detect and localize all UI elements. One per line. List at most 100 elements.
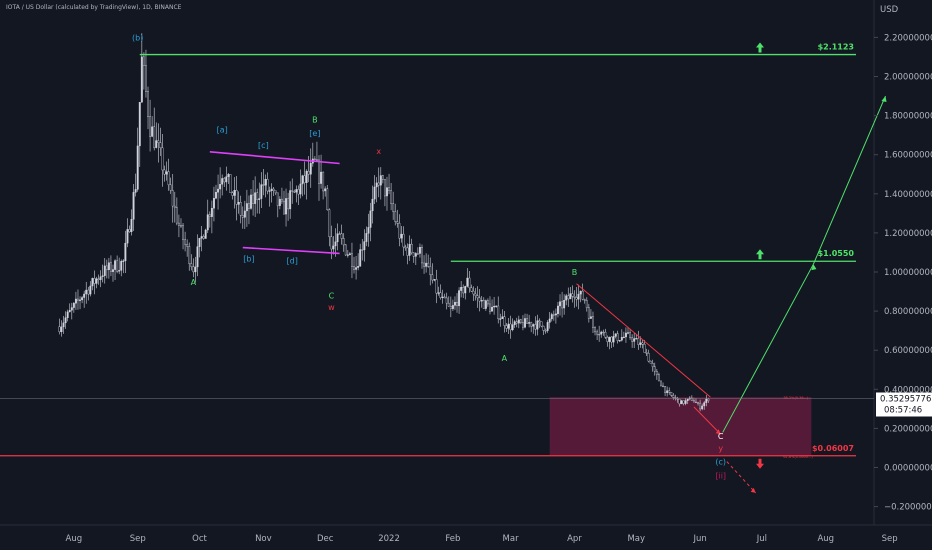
candle-body [219,184,222,190]
candle-body [707,398,710,401]
candle-body [309,162,312,175]
candle-body [478,297,481,302]
candle-body [517,319,520,324]
candle-body [414,253,417,257]
price-axis[interactable]: 2.20000000 2.00000000 1.80000000 1.60000000… [874,33,932,513]
candle-body [692,400,695,403]
candle-body [406,247,409,256]
wave-label: [ii] [715,471,726,480]
time-axis[interactable]: Aug Sep Oct Nov Dec 2022 Feb Mar Apr May Jun Jul Aug… [66,534,898,544]
candle-body [482,300,485,309]
candle-body [107,262,110,271]
candle-body [451,305,454,309]
candle-body [301,175,304,185]
candle-body [66,311,69,318]
candle-body [388,187,390,191]
candle-body [231,192,234,196]
projection-up-2 [812,95,886,265]
candle-body [186,244,189,247]
candle-body [180,225,182,227]
candle-body [227,174,230,177]
candle-body [248,203,250,209]
candle-body [596,331,599,335]
candle-body [565,295,568,301]
candle-body [662,385,664,387]
candle-body [243,210,246,218]
candle-body [528,322,531,324]
candle-body [68,310,71,313]
candle-body [546,322,549,331]
candle-body [460,287,463,291]
candle-body [363,241,366,251]
candle-body [167,171,170,186]
triangle-upper-line [209,150,340,165]
candle-body [649,360,652,364]
candles [58,33,710,412]
candle-body [629,332,632,338]
candle-body [212,198,215,209]
projection-up-1-head [811,264,817,271]
candle-body [431,274,434,281]
candle-body [297,189,300,195]
candle-body [206,214,209,231]
candle-body [221,178,224,185]
candle-body [153,126,156,148]
candle-body [105,265,108,271]
candle-body [653,366,656,372]
wave-label: [c] [258,141,269,150]
candle-body [359,249,362,267]
candle-body [365,233,368,242]
candle-body [622,336,625,338]
candle-body [379,175,382,186]
level-up-arrow-icon [756,249,764,260]
candle-body [612,336,615,343]
candle-body [594,327,596,333]
candle-body [468,277,471,289]
candle-body [293,191,296,193]
candle-body [390,190,393,204]
candle-body [509,323,512,331]
candle-body [421,246,423,264]
candle-body [464,286,467,294]
candle-body [268,190,271,192]
candle-body [410,243,413,254]
candle-body [441,296,444,298]
candle-body [118,270,121,272]
candle-body [305,170,308,183]
candle-body [291,190,294,192]
candle-body [229,174,232,194]
candle-body [589,316,592,319]
candle-body [132,192,135,220]
y-tick-label: 0.20000000 [884,424,932,434]
candle-body [103,265,106,276]
candle-body [651,363,654,367]
candle-body [398,223,401,239]
candle-body [497,305,500,320]
candle-body [563,299,566,309]
candle-body [631,337,634,342]
candle-body [157,140,160,143]
candle-body [235,190,238,205]
candle-body [682,400,685,404]
countdown-label: 08:57:46 [884,405,922,415]
candle-body [544,330,547,332]
candle-body [678,398,681,405]
level-label: $2.1123 [818,43,854,52]
candle-body [394,211,397,222]
candle-body [169,184,172,191]
candle-body [538,320,541,322]
candle-body [369,210,372,228]
candle-body [264,179,267,186]
candle-body [429,266,432,275]
candle-body [511,324,514,331]
level-label: $0.06007 [812,444,854,453]
candle-body [633,338,636,342]
candle-body [491,306,493,312]
alt-projection-dashed [726,461,757,494]
candle-body [439,292,442,298]
candle-body [202,236,205,239]
candle-body [130,219,133,232]
candle-body [499,318,502,320]
